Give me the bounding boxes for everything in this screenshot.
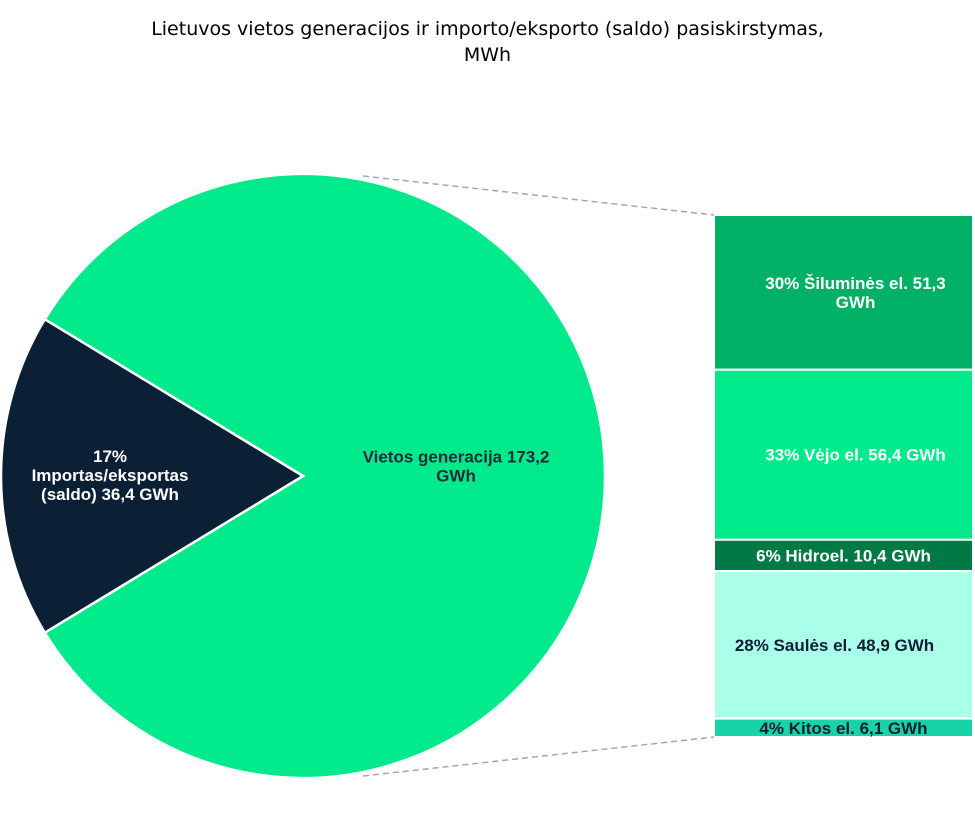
bar-segment-thermal (713, 214, 974, 371)
bar-label-thermal-line: 30% Šiluminės el. 51,3 (765, 274, 945, 293)
bar-label-solar: 28% Saulės el. 48,9 GWh (735, 636, 934, 655)
bar-label-wind-line: 33% Vėjo el. 56,4 GWh (765, 446, 945, 465)
bar-label-other: 4% Kitos el. 6,1 GWh (759, 719, 927, 738)
pie-label-local-generation: Vietos generacija 173,2 GWh (363, 448, 550, 486)
bar-label-hydro-line: 6% Hidroel. 10,4 GWh (756, 546, 931, 565)
pie-label-local-generation-line: Vietos generacija 173,2 (363, 448, 550, 467)
pie-slice-import-export (0, 317, 306, 635)
pie-label-import-export-line: 17% (93, 447, 127, 466)
bar-label-thermal-line: GWh (836, 293, 876, 312)
bar-label-wind: 33% Vėjo el. 56,4 GWh (765, 446, 945, 465)
bar-label-solar-line: 28% Saulės el. 48,9 GWh (735, 636, 934, 655)
bar-label-other-line: 4% Kitos el. 6,1 GWh (759, 719, 927, 738)
bar-segment-hydro (713, 538, 974, 573)
pie-label-import-export-line: Importas/eksportas (32, 466, 189, 485)
bar-segment-solar (713, 570, 974, 720)
chart-title-line-2: MWh (463, 44, 512, 66)
pie-label-local-generation-line: GWh (436, 467, 476, 486)
bar-segment-other (713, 717, 974, 739)
bar-segment-wind (713, 368, 974, 541)
bar-label-hydro: 6% Hidroel. 10,4 GWh (756, 546, 931, 565)
pie-label-import-export-line: (saldo) 36,4 GWh (41, 485, 179, 504)
pie-label-import-export: 17% Importas/eksportas (saldo) 36,4 GWh (32, 447, 189, 504)
connector-line-bottom (362, 736, 715, 777)
bar-label-thermal: 30% Šiluminės el. 51,3 GWh (765, 274, 945, 312)
chart-title-line-1: Lietuvos vietos generacijos ir importo/e… (151, 18, 824, 40)
connector-line-top (362, 175, 715, 216)
pie-slice-local-generation (43, 172, 607, 780)
chart-title: Lietuvos vietos generacijos ir importo/e… (0, 16, 975, 68)
